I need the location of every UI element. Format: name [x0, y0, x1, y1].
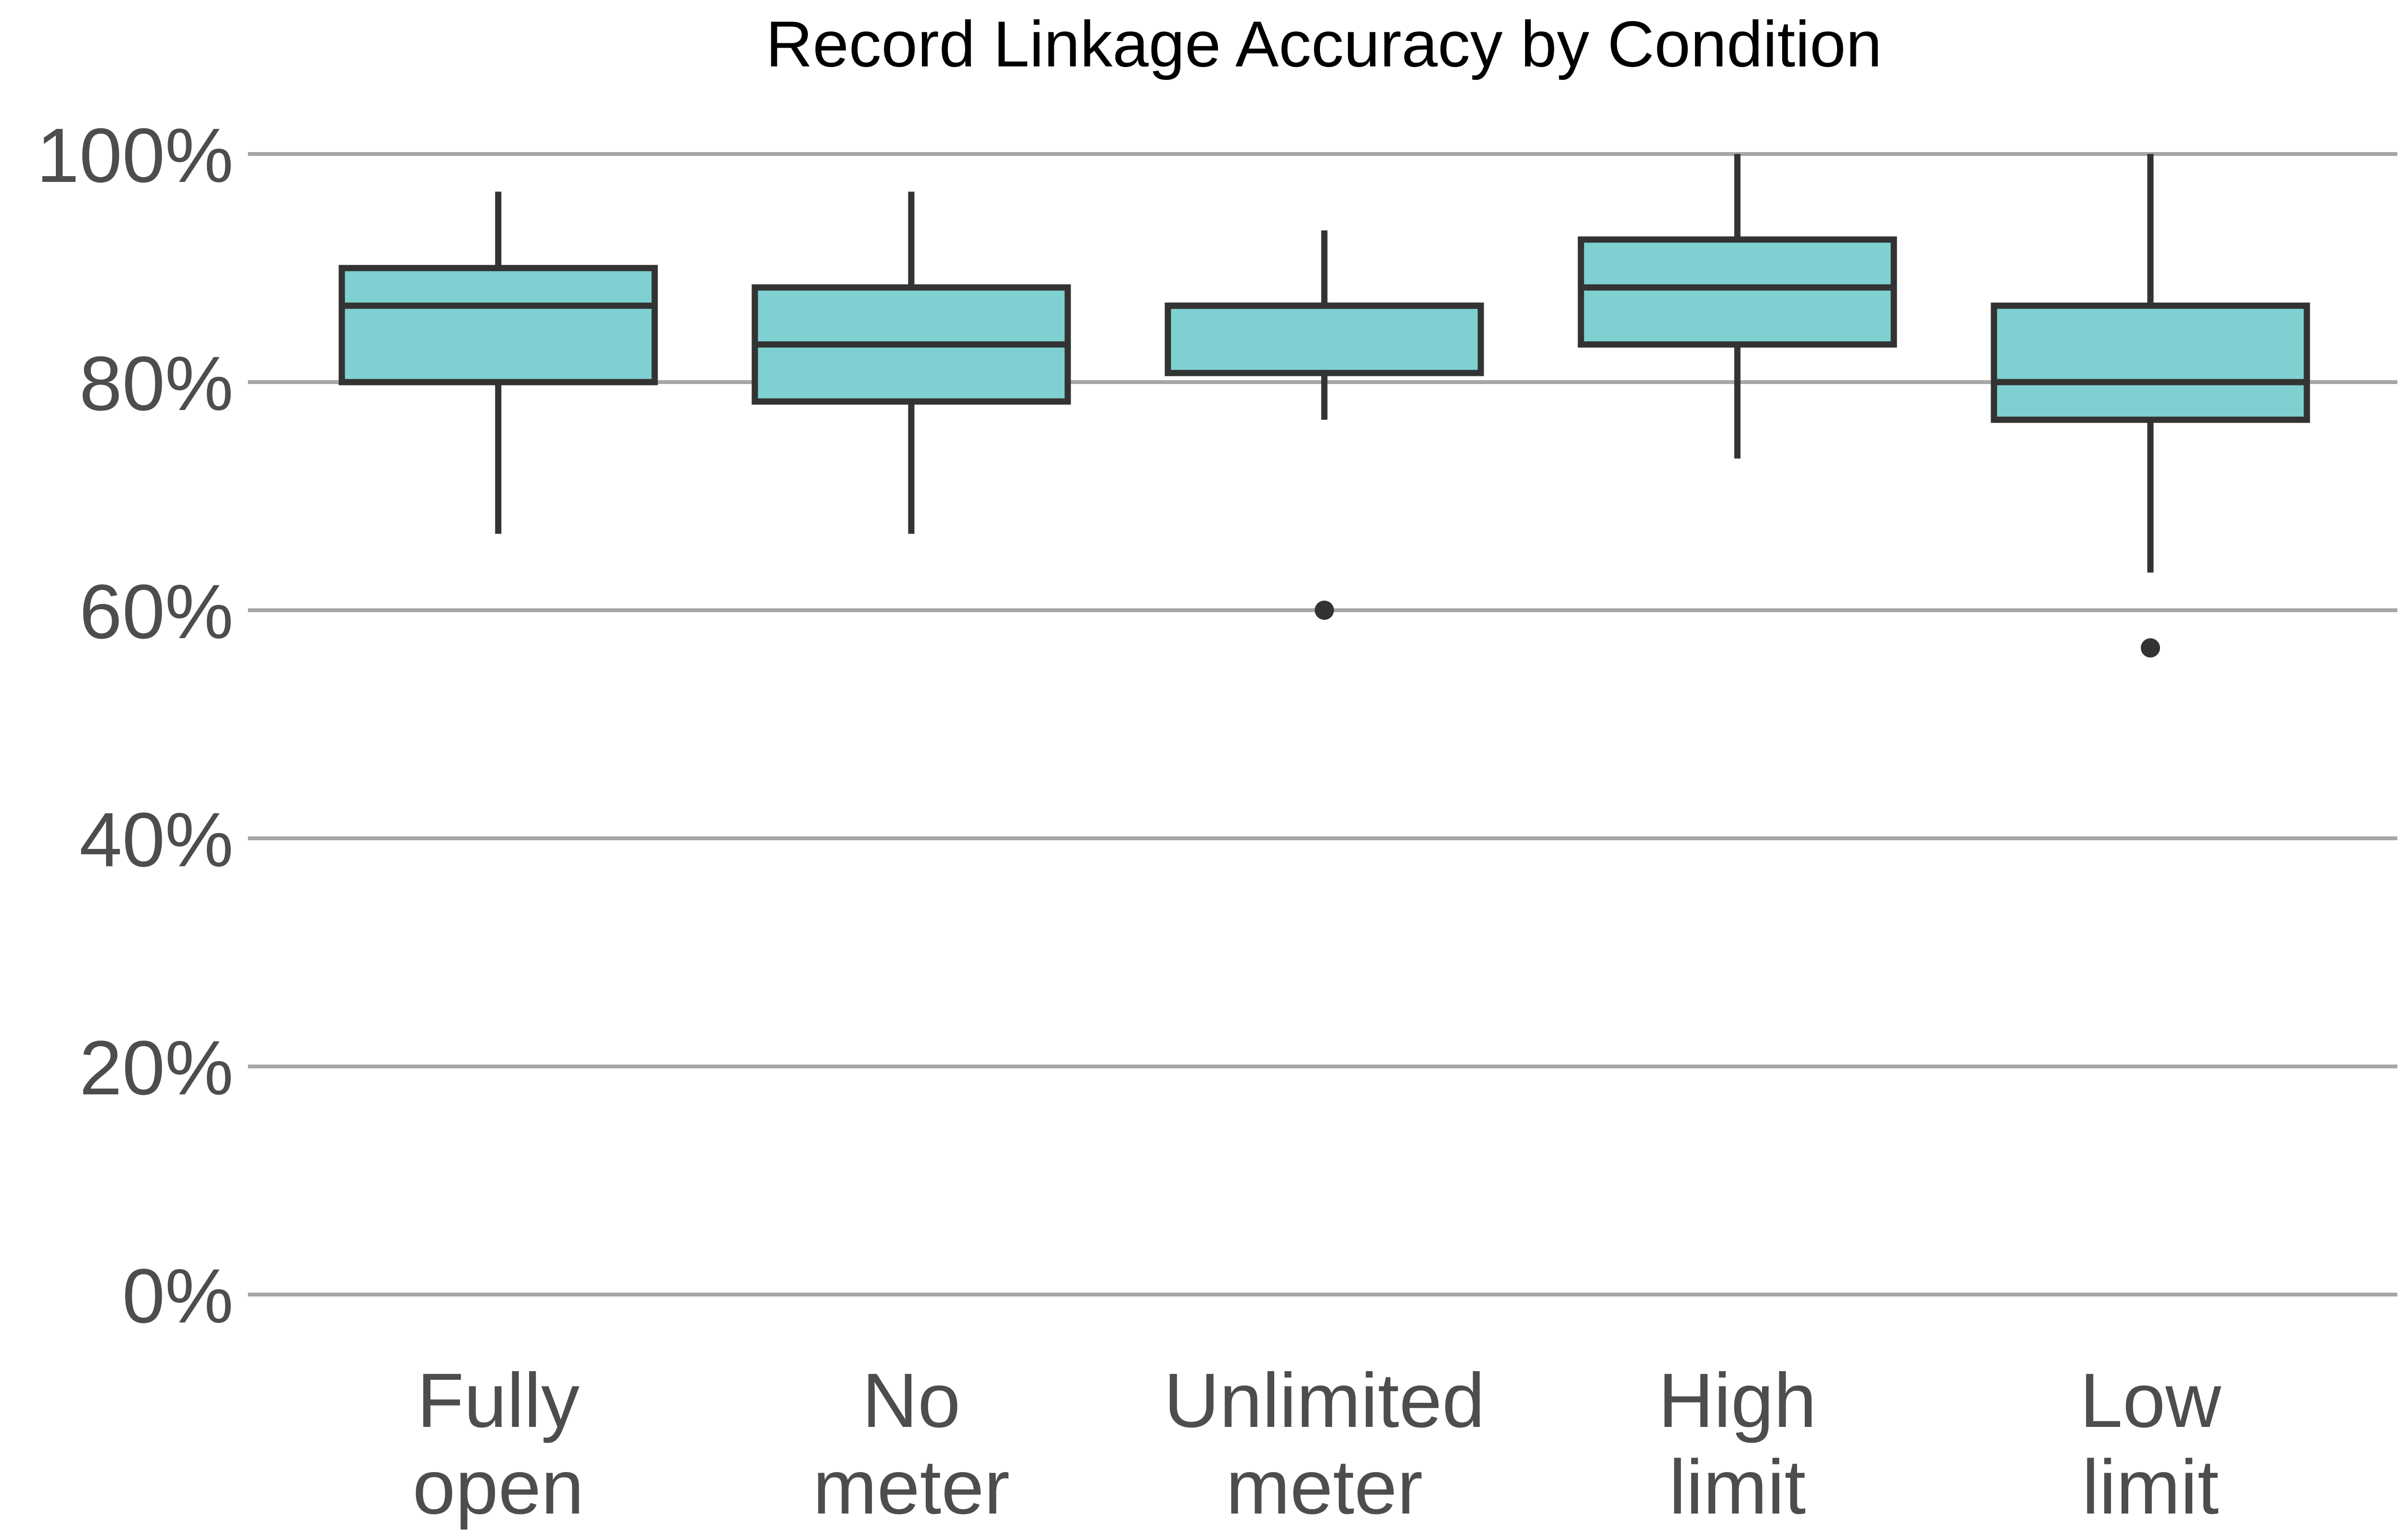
- x-tick-label-line: meter: [1226, 1444, 1423, 1530]
- x-tick-label: No meter: [813, 1357, 1010, 1530]
- y-tick-label: 60%: [79, 568, 233, 654]
- y-tick-label: 40%: [79, 796, 233, 883]
- x-tick-label-line: meter: [813, 1444, 1010, 1530]
- x-tick-label-line: open: [413, 1444, 584, 1530]
- box: [338, 265, 658, 385]
- box-group: [751, 192, 1071, 534]
- box-group: [1165, 230, 1484, 620]
- x-tick-label-line: Unlimited: [1164, 1357, 1485, 1443]
- y-tick-label: 20%: [79, 1025, 233, 1111]
- x-tick-label-line: High: [1658, 1357, 1816, 1443]
- x-tick-label: Fully open: [413, 1357, 584, 1530]
- box-group: [338, 192, 658, 534]
- x-tick-label-line: limit: [2082, 1444, 2219, 1530]
- chart-title: Record Linkage Accuracy by Condition: [766, 8, 1882, 80]
- y-tick-label: 100%: [37, 112, 233, 198]
- box: [1991, 302, 2310, 423]
- box: [1165, 302, 1484, 376]
- box-group: [1991, 154, 2310, 658]
- y-tick-label: 0%: [122, 1253, 233, 1339]
- x-tick-label-line: Fully: [417, 1357, 580, 1443]
- x-tick-label-line: Low: [2080, 1357, 2221, 1443]
- box-plot-series: [338, 154, 2310, 658]
- x-tick-label: Low limit: [2080, 1357, 2221, 1530]
- x-tick-label-line: limit: [1669, 1444, 1806, 1530]
- y-tick-label: 80%: [79, 340, 233, 426]
- x-tick-label: High limit: [1658, 1357, 1816, 1530]
- outlier-point: [1315, 601, 1334, 620]
- x-tick-label-line: No: [862, 1357, 961, 1443]
- box-group: [1578, 154, 1897, 459]
- outlier-point: [2141, 638, 2160, 658]
- x-tick-label: Unlimited meter: [1164, 1357, 1485, 1530]
- y-axis-tick-labels: 0% 20% 40% 60% 80% 100%: [37, 112, 233, 1339]
- box: [1578, 236, 1897, 348]
